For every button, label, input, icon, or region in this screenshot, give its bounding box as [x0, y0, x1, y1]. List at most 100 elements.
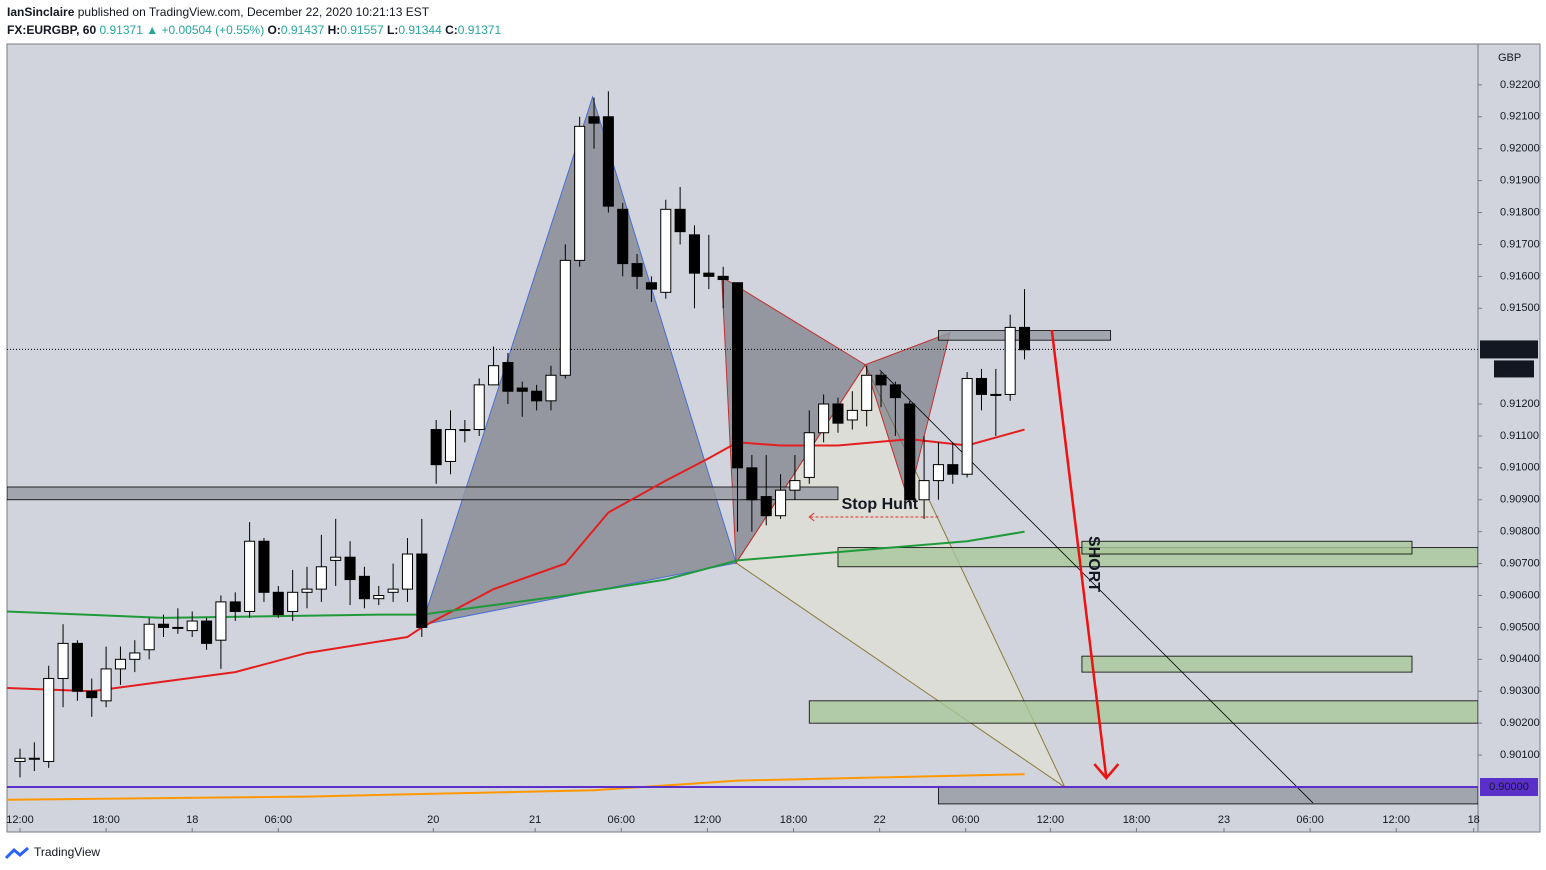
- candle-body: [602, 116, 614, 207]
- c-label: C:: [445, 23, 458, 37]
- candle-body: [545, 374, 557, 402]
- candle-body: [904, 403, 916, 501]
- candle-body: [28, 757, 40, 760]
- l-label: L:: [387, 23, 399, 37]
- candle-body: [172, 626, 184, 629]
- candle-body: [531, 390, 543, 402]
- last-price-label: 0.91371: [1489, 343, 1529, 355]
- change: +0.00504 (+0.55%): [161, 23, 265, 37]
- countdown: 38:48: [1500, 363, 1528, 375]
- candle-body: [559, 259, 571, 376]
- candle-body: [143, 623, 155, 651]
- candle-body: [14, 757, 26, 762]
- hline-label: 0.90000: [1489, 781, 1529, 793]
- arrow-head: [1093, 763, 1120, 780]
- candle-body: [215, 601, 227, 641]
- candle-body: [201, 620, 213, 644]
- x-tick-label: 06:00: [952, 814, 980, 826]
- zone: [808, 700, 1478, 724]
- candle-body: [57, 642, 69, 679]
- candle-body: [961, 377, 973, 475]
- x-tick-label: 12:00: [1382, 814, 1410, 826]
- stop-hunt-label: Stop Hunt: [842, 496, 919, 513]
- y-tick-label: 0.91100: [1500, 430, 1539, 442]
- candle-body: [459, 429, 471, 432]
- candle-body: [502, 362, 514, 392]
- candle-body: [645, 282, 657, 290]
- candle-body: [789, 480, 801, 491]
- x-tick-label: 21: [529, 814, 541, 826]
- candle-body: [717, 275, 729, 281]
- currency: GBP: [1498, 52, 1521, 64]
- candle-body: [129, 652, 141, 660]
- y-tick-label: 0.92100: [1500, 111, 1540, 123]
- x-tick-label: 18:00: [1123, 814, 1151, 826]
- candle-body: [688, 234, 700, 274]
- x-tick-label: 18: [186, 814, 198, 826]
- candle-body: [301, 588, 313, 593]
- plot: [7, 91, 1478, 805]
- o: 0.91437: [280, 23, 325, 37]
- y-tick-label: 0.91900: [1500, 175, 1540, 187]
- candle-body: [387, 588, 399, 593]
- candle-body: [875, 374, 887, 386]
- moving-average: [7, 530, 1025, 619]
- symbol: FX:EURGBP, 60: [7, 23, 97, 37]
- candle-body: [760, 496, 772, 517]
- y-tick-label: 0.90500: [1500, 621, 1540, 633]
- footer: TradingView: [34, 845, 101, 859]
- candle-body: [244, 540, 256, 612]
- candle-body: [703, 272, 715, 277]
- moving-average: [7, 773, 1025, 801]
- y-tick-label: 0.91200: [1500, 398, 1540, 410]
- candle-body: [846, 409, 858, 421]
- candle-body: [344, 556, 356, 581]
- candle-body: [272, 591, 284, 616]
- last-price-box: [1480, 340, 1538, 359]
- candle-body: [1004, 326, 1016, 395]
- x-tick-label: 12:00: [694, 814, 722, 826]
- y-tick-label: 0.90800: [1500, 526, 1540, 538]
- candle-body: [731, 282, 744, 469]
- y-tick-label: 0.90700: [1500, 557, 1540, 569]
- candle-body: [473, 384, 485, 431]
- candle-body: [631, 263, 643, 277]
- candle-body: [818, 403, 830, 434]
- candle-body: [990, 393, 1002, 396]
- y-tick-label: 0.91500: [1500, 302, 1540, 314]
- y-tick-label: 0.91000: [1500, 462, 1540, 474]
- c: 0.91371: [457, 23, 502, 37]
- zone: [938, 786, 1478, 805]
- candle-body: [746, 467, 758, 501]
- h: 0.91557: [340, 23, 384, 37]
- y-tick-label: 0.90600: [1500, 589, 1540, 601]
- candle-body: [617, 208, 629, 265]
- y-tick-label: 0.90300: [1500, 685, 1540, 697]
- candle-body: [401, 553, 413, 590]
- candle-body: [918, 480, 930, 501]
- candle-body: [574, 125, 586, 261]
- x-tick-label: 23: [1218, 814, 1230, 826]
- candle-body: [832, 403, 844, 424]
- candle-body: [430, 429, 442, 466]
- y-tick-label: 0.90100: [1500, 749, 1540, 761]
- candle-body: [186, 620, 198, 632]
- candle-body: [258, 540, 270, 593]
- x-tick-label: 22: [873, 814, 885, 826]
- symbol-line: FX:EURGBP, 60 0.91371 ▲ +0.00504 (+0.55%…: [7, 23, 501, 37]
- candle-body: [975, 377, 987, 395]
- candle-body: [775, 489, 787, 517]
- candle-body: [516, 387, 528, 392]
- candle-body: [889, 384, 901, 399]
- candle-body: [416, 553, 428, 628]
- candle-body: [932, 464, 944, 482]
- candle-body: [358, 575, 370, 600]
- candle-body: [947, 464, 959, 475]
- x-tick-label: 12:00: [1037, 814, 1065, 826]
- x-tick-label: 06:00: [1296, 814, 1324, 826]
- h-label: H:: [327, 23, 341, 37]
- candle-body: [315, 566, 327, 590]
- candle-body: [444, 429, 457, 462]
